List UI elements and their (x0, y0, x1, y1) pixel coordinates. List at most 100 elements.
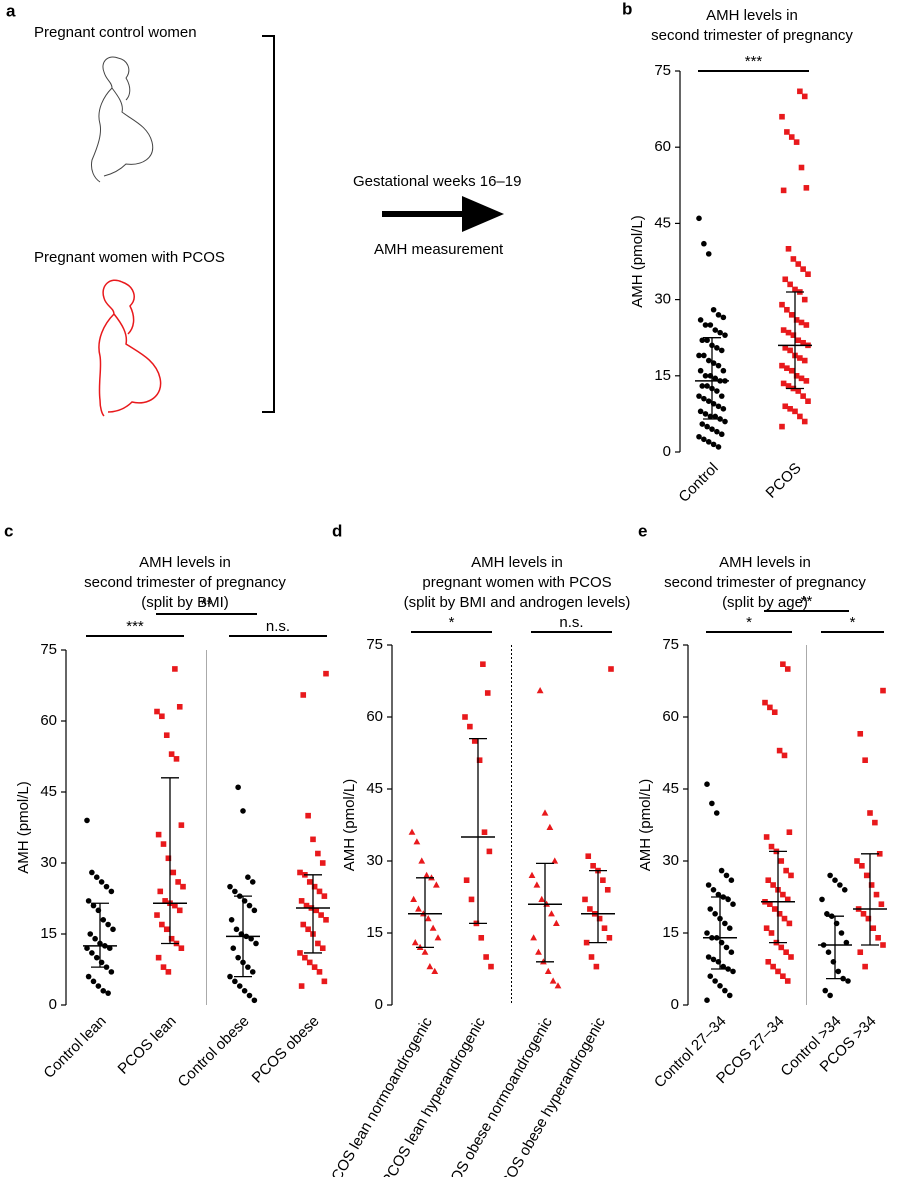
data-point (696, 393, 702, 399)
data-point (726, 925, 733, 931)
data-point (108, 969, 115, 975)
data-point (697, 367, 704, 374)
y-tick-label: 75 (662, 636, 679, 653)
data-point (699, 383, 706, 389)
significance-label: * (850, 614, 856, 631)
x-tick-label: PCOS obese normoandrogenic (437, 1014, 556, 1177)
data-point (880, 942, 886, 948)
data-point (315, 940, 321, 947)
data-point (730, 968, 736, 975)
y-tick-label: 0 (671, 996, 679, 1013)
data-point (168, 751, 175, 757)
data-point (305, 812, 311, 819)
data-point (838, 930, 845, 936)
data-point (699, 337, 706, 344)
chart-title: (split by age) (722, 594, 808, 611)
data-point (788, 312, 795, 318)
data-point (303, 902, 310, 909)
data-point (854, 858, 860, 864)
data-point (797, 355, 803, 361)
significance-label: n.s. (266, 618, 290, 635)
data-point (696, 352, 702, 359)
data-point (715, 891, 722, 898)
data-point (704, 930, 710, 936)
data-point (798, 375, 805, 382)
data-point (432, 881, 440, 888)
data-point (541, 809, 549, 816)
data-point (227, 973, 233, 980)
data-point (165, 855, 172, 862)
data-point (297, 869, 303, 876)
data-point (163, 926, 170, 933)
data-point (103, 883, 110, 890)
y-tick-label: 45 (662, 780, 679, 797)
y-tick-label: 15 (40, 925, 57, 942)
data-point (786, 920, 793, 927)
data-point (722, 920, 728, 927)
data-point (868, 882, 875, 888)
data-point (300, 692, 307, 698)
significance-label: ** (801, 593, 813, 610)
data-point (89, 950, 95, 956)
data-point (726, 992, 733, 999)
data-point (867, 810, 873, 816)
data-point (483, 954, 489, 960)
x-tick-label: Control obese (175, 1013, 253, 1091)
data-point (717, 329, 723, 336)
data-point (785, 383, 792, 389)
data-point (722, 418, 728, 425)
data-point (768, 843, 775, 850)
data-point (710, 306, 717, 313)
data-point (302, 954, 308, 961)
data-point (709, 426, 715, 432)
data-point (778, 858, 785, 864)
data-point (710, 956, 717, 963)
data-point (315, 850, 321, 857)
data-point (549, 977, 557, 984)
data-point (718, 393, 725, 399)
y-axis-label: AMH (pmol/L) (629, 215, 646, 308)
data-point (819, 896, 825, 903)
data-point (554, 982, 562, 989)
data-point (699, 421, 706, 427)
data-point (585, 853, 592, 859)
data-point (98, 879, 105, 885)
data-point (720, 963, 727, 970)
data-point (108, 888, 115, 895)
data-point (105, 990, 111, 996)
data-point (154, 708, 160, 715)
data-point (701, 240, 707, 247)
data-point (528, 871, 536, 878)
data-point (790, 332, 797, 338)
y-tick-label: 75 (654, 62, 671, 79)
data-point (704, 997, 710, 1003)
data-point (306, 959, 313, 966)
chart-title: AMH levels in (719, 554, 811, 571)
data-point (824, 911, 830, 917)
data-point (720, 367, 727, 374)
data-point (793, 373, 800, 379)
data-point (321, 893, 328, 899)
chart-title: AMH levels in (706, 7, 798, 24)
data-point (176, 907, 183, 914)
data-point (105, 921, 111, 928)
data-point (431, 967, 439, 974)
data-point (704, 781, 710, 787)
data-point (608, 666, 614, 672)
data-point (781, 752, 788, 759)
data-point (780, 380, 787, 387)
data-point (857, 731, 864, 737)
data-point (792, 286, 798, 293)
data-point (154, 912, 160, 918)
data-point (865, 915, 872, 922)
data-point (155, 954, 162, 961)
y-axis-label: AMH (pmol/L) (15, 781, 32, 874)
data-point (233, 926, 240, 933)
x-tick-label: PCOS lean normoandrogenic (323, 1014, 436, 1177)
data-point (780, 891, 786, 898)
data-point (763, 925, 770, 931)
data-point (162, 898, 168, 904)
data-point (857, 949, 864, 955)
data-point (878, 901, 885, 907)
data-point (533, 881, 541, 888)
